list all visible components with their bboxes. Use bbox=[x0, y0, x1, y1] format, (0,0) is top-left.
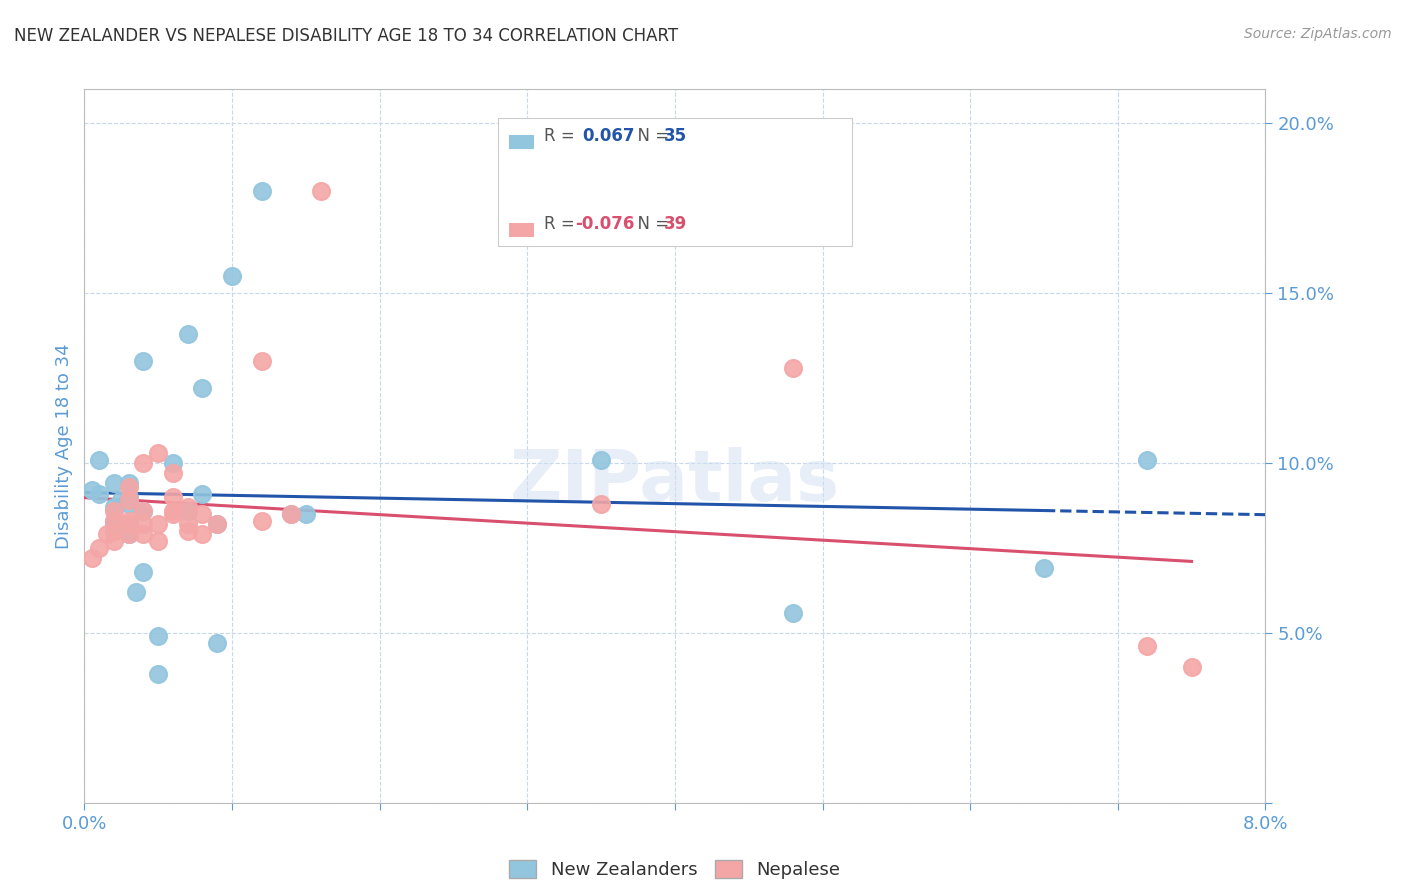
Point bbox=[103, 524, 125, 538]
Point bbox=[280, 507, 302, 521]
Point bbox=[177, 326, 200, 341]
Point bbox=[148, 534, 170, 549]
Point bbox=[132, 354, 155, 368]
Point bbox=[125, 585, 148, 599]
Point bbox=[118, 480, 141, 494]
Point bbox=[80, 551, 103, 566]
Text: N =: N = bbox=[627, 215, 675, 233]
Point bbox=[782, 606, 804, 620]
Point bbox=[132, 565, 155, 579]
Point bbox=[191, 381, 214, 395]
Text: R =: R = bbox=[544, 215, 581, 233]
Point bbox=[205, 517, 228, 532]
Point bbox=[309, 184, 332, 198]
Point bbox=[110, 493, 132, 508]
Point bbox=[162, 456, 184, 470]
Text: 35: 35 bbox=[664, 127, 686, 145]
Point bbox=[118, 493, 141, 508]
Y-axis label: Disability Age 18 to 34: Disability Age 18 to 34 bbox=[55, 343, 73, 549]
Text: N =: N = bbox=[627, 127, 675, 145]
Point bbox=[103, 534, 125, 549]
Text: -0.076: -0.076 bbox=[575, 215, 634, 233]
Point bbox=[205, 517, 228, 532]
Point bbox=[148, 517, 170, 532]
Point bbox=[250, 184, 273, 198]
Point bbox=[148, 446, 170, 460]
Point bbox=[118, 520, 141, 534]
Point bbox=[103, 476, 125, 491]
Point bbox=[162, 507, 184, 521]
Point bbox=[132, 456, 155, 470]
Point bbox=[591, 452, 613, 467]
Point bbox=[1136, 640, 1159, 654]
Point bbox=[177, 517, 200, 532]
Point bbox=[295, 507, 318, 521]
Point bbox=[132, 527, 155, 541]
Text: ZIPatlas: ZIPatlas bbox=[510, 447, 839, 516]
Point bbox=[1136, 452, 1159, 467]
Point bbox=[191, 507, 214, 521]
Point bbox=[162, 490, 184, 504]
Point bbox=[89, 541, 111, 555]
Point bbox=[118, 517, 141, 532]
Point bbox=[103, 517, 125, 532]
Point bbox=[177, 524, 200, 538]
Text: 39: 39 bbox=[664, 215, 688, 233]
Point bbox=[162, 503, 184, 517]
Point bbox=[132, 517, 155, 532]
Point bbox=[118, 517, 141, 532]
Point bbox=[118, 527, 141, 541]
Point bbox=[148, 629, 170, 643]
Point bbox=[132, 503, 155, 517]
Point bbox=[80, 483, 103, 498]
Point bbox=[250, 514, 273, 528]
Point bbox=[221, 269, 243, 284]
Text: Source: ZipAtlas.com: Source: ZipAtlas.com bbox=[1244, 27, 1392, 41]
Point bbox=[177, 500, 200, 515]
Point bbox=[1181, 660, 1204, 674]
Point bbox=[1032, 561, 1054, 575]
Point bbox=[89, 486, 111, 500]
Point bbox=[132, 503, 155, 517]
Point bbox=[782, 360, 804, 375]
Point bbox=[103, 500, 125, 515]
Text: R =: R = bbox=[544, 127, 585, 145]
Point bbox=[103, 514, 125, 528]
Point bbox=[96, 527, 118, 541]
Point bbox=[103, 503, 125, 517]
Point bbox=[205, 636, 228, 650]
Point bbox=[148, 666, 170, 681]
Point bbox=[162, 466, 184, 480]
Point bbox=[191, 486, 214, 500]
Point bbox=[103, 514, 125, 528]
Point bbox=[177, 503, 200, 517]
Text: NEW ZEALANDER VS NEPALESE DISABILITY AGE 18 TO 34 CORRELATION CHART: NEW ZEALANDER VS NEPALESE DISABILITY AGE… bbox=[14, 27, 678, 45]
Point bbox=[118, 514, 141, 528]
Point bbox=[118, 476, 141, 491]
Point bbox=[191, 527, 214, 541]
Point bbox=[118, 527, 141, 541]
Point bbox=[250, 354, 273, 368]
Point bbox=[89, 452, 111, 467]
Point bbox=[118, 490, 141, 504]
Legend: New Zealanders, Nepalese: New Zealanders, Nepalese bbox=[502, 853, 848, 887]
Text: 0.067: 0.067 bbox=[582, 127, 634, 145]
Point bbox=[591, 497, 613, 511]
Point bbox=[280, 507, 302, 521]
Point bbox=[118, 497, 141, 511]
